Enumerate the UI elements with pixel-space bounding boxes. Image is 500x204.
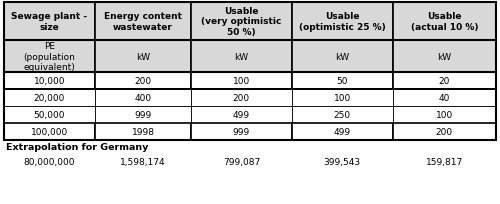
- Text: kW: kW: [335, 52, 349, 61]
- Bar: [4, 73, 95, 90]
- Text: 200: 200: [233, 94, 250, 102]
- Bar: [4, 106, 95, 123]
- Bar: [191, 3, 292, 41]
- Text: 999: 999: [134, 110, 152, 119]
- Bar: [95, 73, 191, 90]
- Text: Sewage plant -
size: Sewage plant - size: [12, 12, 88, 32]
- Bar: [95, 106, 191, 123]
- Bar: [392, 106, 496, 123]
- Text: 250: 250: [334, 110, 351, 119]
- Bar: [191, 90, 292, 106]
- Text: 200: 200: [134, 77, 152, 86]
- Bar: [191, 106, 292, 123]
- Text: 1,598,174: 1,598,174: [120, 158, 166, 167]
- Text: 20,000: 20,000: [34, 94, 65, 102]
- Text: kW: kW: [438, 52, 452, 61]
- Bar: [292, 90, 392, 106]
- Bar: [292, 73, 392, 90]
- Bar: [292, 106, 392, 123]
- Text: 399,543: 399,543: [324, 158, 361, 167]
- Bar: [392, 3, 496, 41]
- Bar: [4, 41, 95, 73]
- Text: 799,087: 799,087: [223, 158, 260, 167]
- Text: 10,000: 10,000: [34, 77, 66, 86]
- Text: 499: 499: [233, 110, 250, 119]
- Bar: [95, 90, 191, 106]
- Bar: [191, 73, 292, 90]
- Bar: [292, 3, 392, 41]
- Text: Usable
(optimistic 25 %): Usable (optimistic 25 %): [299, 12, 386, 32]
- Text: 999: 999: [233, 127, 250, 136]
- Bar: [392, 41, 496, 73]
- Text: 1998: 1998: [132, 127, 154, 136]
- Text: 50: 50: [336, 77, 348, 86]
- Text: 20: 20: [438, 77, 450, 86]
- Text: kW: kW: [234, 52, 248, 61]
- Bar: [4, 3, 95, 41]
- Bar: [191, 123, 292, 140]
- Bar: [392, 123, 496, 140]
- Text: 40: 40: [438, 94, 450, 102]
- Text: 100: 100: [334, 94, 351, 102]
- Text: 159,817: 159,817: [426, 158, 463, 167]
- Bar: [95, 41, 191, 73]
- Text: kW: kW: [136, 52, 150, 61]
- Text: 50,000: 50,000: [34, 110, 66, 119]
- Bar: [392, 90, 496, 106]
- Text: Usable
(very optimistic
50 %): Usable (very optimistic 50 %): [201, 7, 281, 37]
- Bar: [95, 123, 191, 140]
- Bar: [392, 73, 496, 90]
- Text: Energy content
wastewater: Energy content wastewater: [104, 12, 182, 32]
- Text: Extrapolation for Germany: Extrapolation for Germany: [6, 143, 148, 152]
- Text: 400: 400: [134, 94, 152, 102]
- Bar: [95, 3, 191, 41]
- Text: 100: 100: [436, 110, 453, 119]
- Bar: [4, 3, 496, 140]
- Bar: [4, 90, 95, 106]
- Bar: [191, 41, 292, 73]
- Text: 100: 100: [233, 77, 250, 86]
- Text: 80,000,000: 80,000,000: [24, 158, 76, 167]
- Text: 200: 200: [436, 127, 453, 136]
- Text: Usable
(actual 10 %): Usable (actual 10 %): [410, 12, 478, 32]
- Text: 499: 499: [334, 127, 351, 136]
- Text: 100,000: 100,000: [31, 127, 68, 136]
- Bar: [292, 123, 392, 140]
- Bar: [292, 41, 392, 73]
- Bar: [4, 123, 95, 140]
- Text: PE
(population
equivalent): PE (population equivalent): [24, 42, 76, 72]
